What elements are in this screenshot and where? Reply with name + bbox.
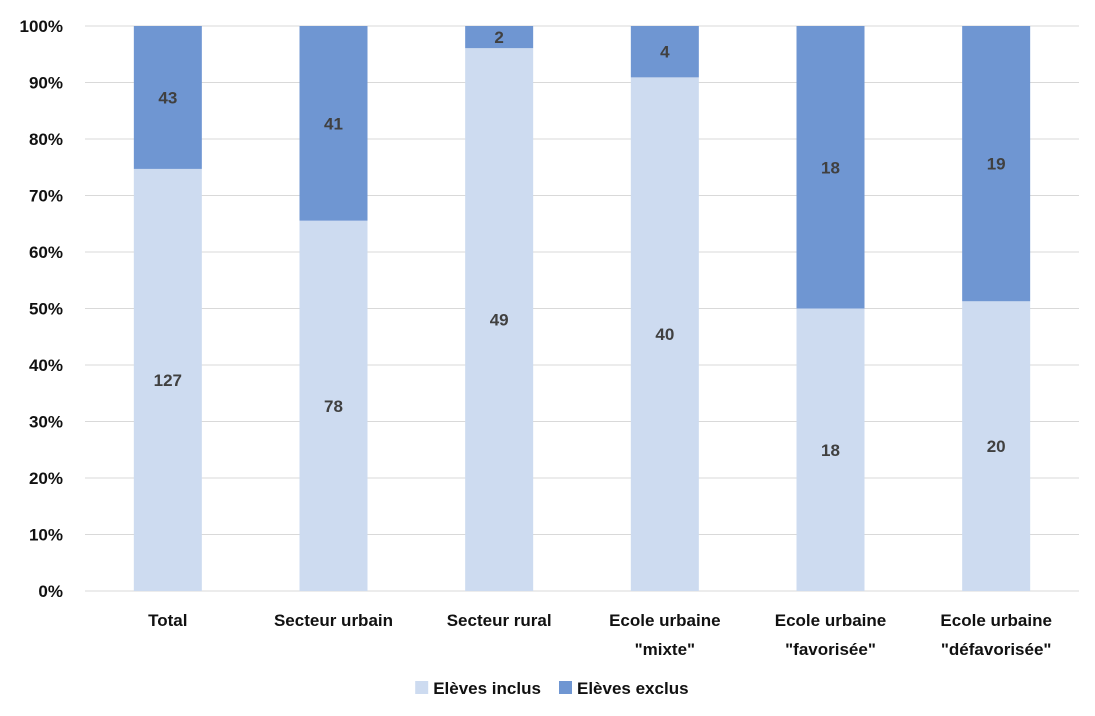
data-label: 43 bbox=[158, 88, 177, 107]
x-tick-label: Ecole urbaine bbox=[609, 611, 720, 630]
legend: Elèves inclus Elèves exclus bbox=[415, 679, 689, 698]
x-tick-label: Secteur urbain bbox=[274, 611, 393, 630]
data-label: 49 bbox=[490, 311, 509, 330]
data-label: 2 bbox=[494, 28, 503, 47]
y-tick-label: 40% bbox=[29, 356, 63, 375]
bar-segment-exclus bbox=[133, 26, 202, 169]
data-label: 78 bbox=[324, 397, 343, 416]
data-labels: 127 43 78 41 49 2 40 4 18 18 20 19 bbox=[154, 28, 1006, 460]
gridlines bbox=[85, 25, 1079, 592]
bar-segment-inclus bbox=[465, 48, 534, 592]
bar-segment-exclus bbox=[465, 26, 534, 49]
bar-segment-exclus bbox=[299, 26, 368, 221]
data-label: 41 bbox=[324, 114, 343, 133]
y-tick-label: 30% bbox=[29, 413, 63, 432]
bar-segment-inclus bbox=[133, 168, 202, 592]
y-tick-label: 90% bbox=[29, 74, 63, 93]
legend-swatch bbox=[559, 681, 572, 694]
y-tick-label: 50% bbox=[29, 300, 63, 319]
y-axis-ticks: 0% 10% 20% 30% 40% 50% 60% 70% 80% 90% 100% bbox=[20, 17, 63, 601]
x-tick-label: Total bbox=[148, 611, 187, 630]
data-label: 40 bbox=[655, 325, 674, 344]
data-label: 127 bbox=[154, 371, 182, 390]
y-tick-label: 70% bbox=[29, 187, 63, 206]
bar-segment-exclus bbox=[630, 26, 699, 78]
legend-swatch bbox=[415, 681, 429, 694]
bar-segment-inclus bbox=[962, 301, 1031, 591]
y-tick-label: 80% bbox=[29, 130, 63, 149]
data-label: 18 bbox=[821, 441, 840, 460]
x-tick-label: "défavorisée" bbox=[941, 640, 1052, 659]
legend-label: Elèves exclus bbox=[577, 679, 689, 698]
bar-segment-inclus bbox=[630, 77, 699, 591]
x-axis-ticks: Total Secteur urbain Secteur rural Ecole ur… bbox=[148, 611, 1052, 659]
data-label: 19 bbox=[987, 155, 1006, 174]
legend-label: Elèves inclus bbox=[433, 679, 541, 698]
y-tick-label: 10% bbox=[29, 526, 63, 545]
bar-segment-exclus bbox=[962, 26, 1031, 302]
y-tick-label: 100% bbox=[20, 17, 63, 36]
x-tick-label: "mixte" bbox=[635, 640, 696, 659]
bar-segment-inclus bbox=[796, 308, 865, 591]
x-tick-label: "favorisée" bbox=[785, 640, 876, 659]
y-tick-label: 20% bbox=[29, 469, 63, 488]
x-tick-label: Ecole urbaine bbox=[940, 611, 1051, 630]
data-label: 20 bbox=[987, 437, 1006, 456]
bars bbox=[133, 26, 1031, 592]
x-tick-label: Ecole urbaine bbox=[775, 611, 886, 630]
data-label: 4 bbox=[660, 43, 670, 62]
y-tick-label: 60% bbox=[29, 243, 63, 262]
y-tick-label: 0% bbox=[38, 582, 63, 601]
bar-segment-exclus bbox=[796, 26, 865, 309]
x-tick-label: Secteur rural bbox=[447, 611, 552, 630]
data-label: 18 bbox=[821, 158, 840, 177]
bar-segment-inclus bbox=[299, 220, 368, 591]
